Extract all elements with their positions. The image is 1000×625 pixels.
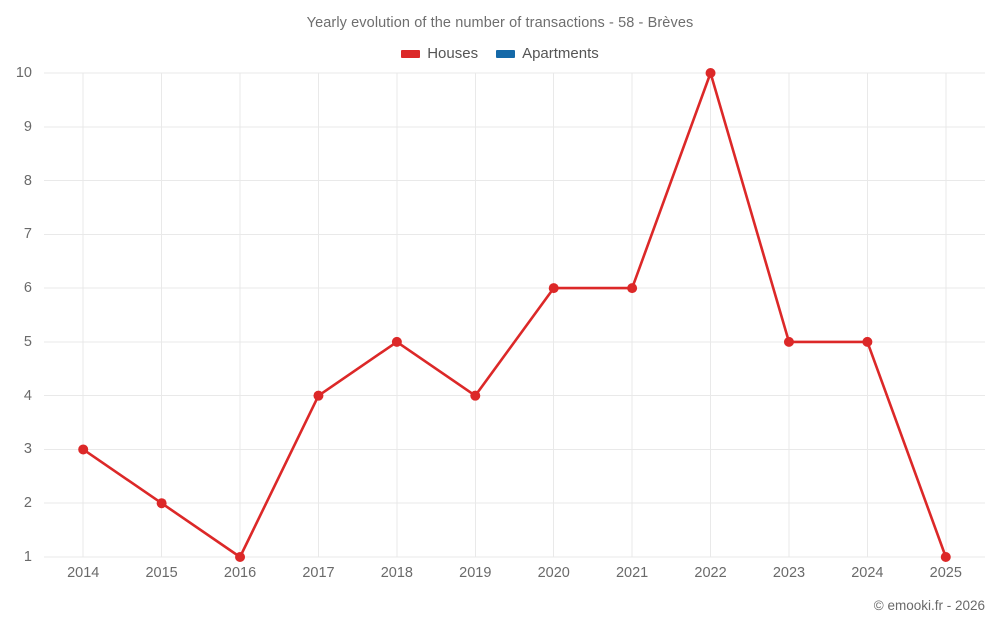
y-axis-tick-label: 8 <box>23 172 32 189</box>
x-axis-tick-label: 2015 <box>145 565 178 581</box>
data-point[interactable] <box>235 552 246 562</box>
x-axis-tick-label: 2021 <box>615 565 649 581</box>
data-point[interactable] <box>862 336 873 347</box>
y-axis-tick-label: 7 <box>23 226 32 243</box>
plot-area <box>44 68 985 562</box>
x-axis-tick-label: 2014 <box>67 565 100 581</box>
data-point[interactable] <box>391 336 402 347</box>
legend-label-houses: Houses <box>427 45 479 62</box>
y-axis-tick-label: 5 <box>23 333 32 350</box>
legend-label-apartments: Apartments <box>522 45 599 62</box>
data-point[interactable] <box>470 390 481 401</box>
x-axis-tick-label: 2024 <box>851 565 884 581</box>
data-point[interactable] <box>705 68 716 78</box>
x-axis-tick-label: 2023 <box>772 565 806 581</box>
x-axis-tick-label: 2025 <box>929 565 962 581</box>
data-point[interactable] <box>313 390 324 401</box>
chart-title: Yearly evolution of the number of transa… <box>306 15 694 31</box>
data-point[interactable] <box>940 552 951 562</box>
x-axis-tick-label: 2022 <box>694 565 727 581</box>
data-point[interactable] <box>783 336 794 347</box>
data-point[interactable] <box>156 498 167 509</box>
chart-legend: Houses Apartments <box>0 45 1000 62</box>
chart-gridlines <box>44 72 985 558</box>
legend-item-apartments[interactable]: Apartments <box>496 45 599 62</box>
data-point[interactable] <box>78 444 89 455</box>
x-axis-tick-label: 2016 <box>223 565 257 581</box>
y-axis-tick-label: 3 <box>23 441 32 458</box>
chart-credit: © emooki.fr - 2026 <box>873 598 985 613</box>
y-axis-tick-label: 6 <box>23 280 32 297</box>
legend-swatch-houses-icon <box>401 49 421 58</box>
x-axis-tick-label: 2018 <box>380 565 414 581</box>
x-axis-tick-label: 2019 <box>459 565 492 581</box>
legend-swatch-apartments-icon <box>496 49 516 58</box>
series-line-houses <box>81 71 948 559</box>
y-axis-tick-label: 4 <box>23 387 32 404</box>
y-axis-tick-label: 10 <box>15 65 32 81</box>
chart-series-layer <box>78 68 951 562</box>
data-point[interactable] <box>548 283 559 294</box>
y-axis-tick-label: 9 <box>23 118 32 135</box>
y-axis-tick-label: 2 <box>23 495 32 512</box>
x-axis-tick-label: 2020 <box>537 565 570 581</box>
x-axis-tick-label: 2017 <box>302 565 335 581</box>
y-axis-tick-label: 1 <box>23 549 32 565</box>
data-point[interactable] <box>627 283 638 294</box>
legend-item-houses[interactable]: Houses <box>401 45 478 62</box>
